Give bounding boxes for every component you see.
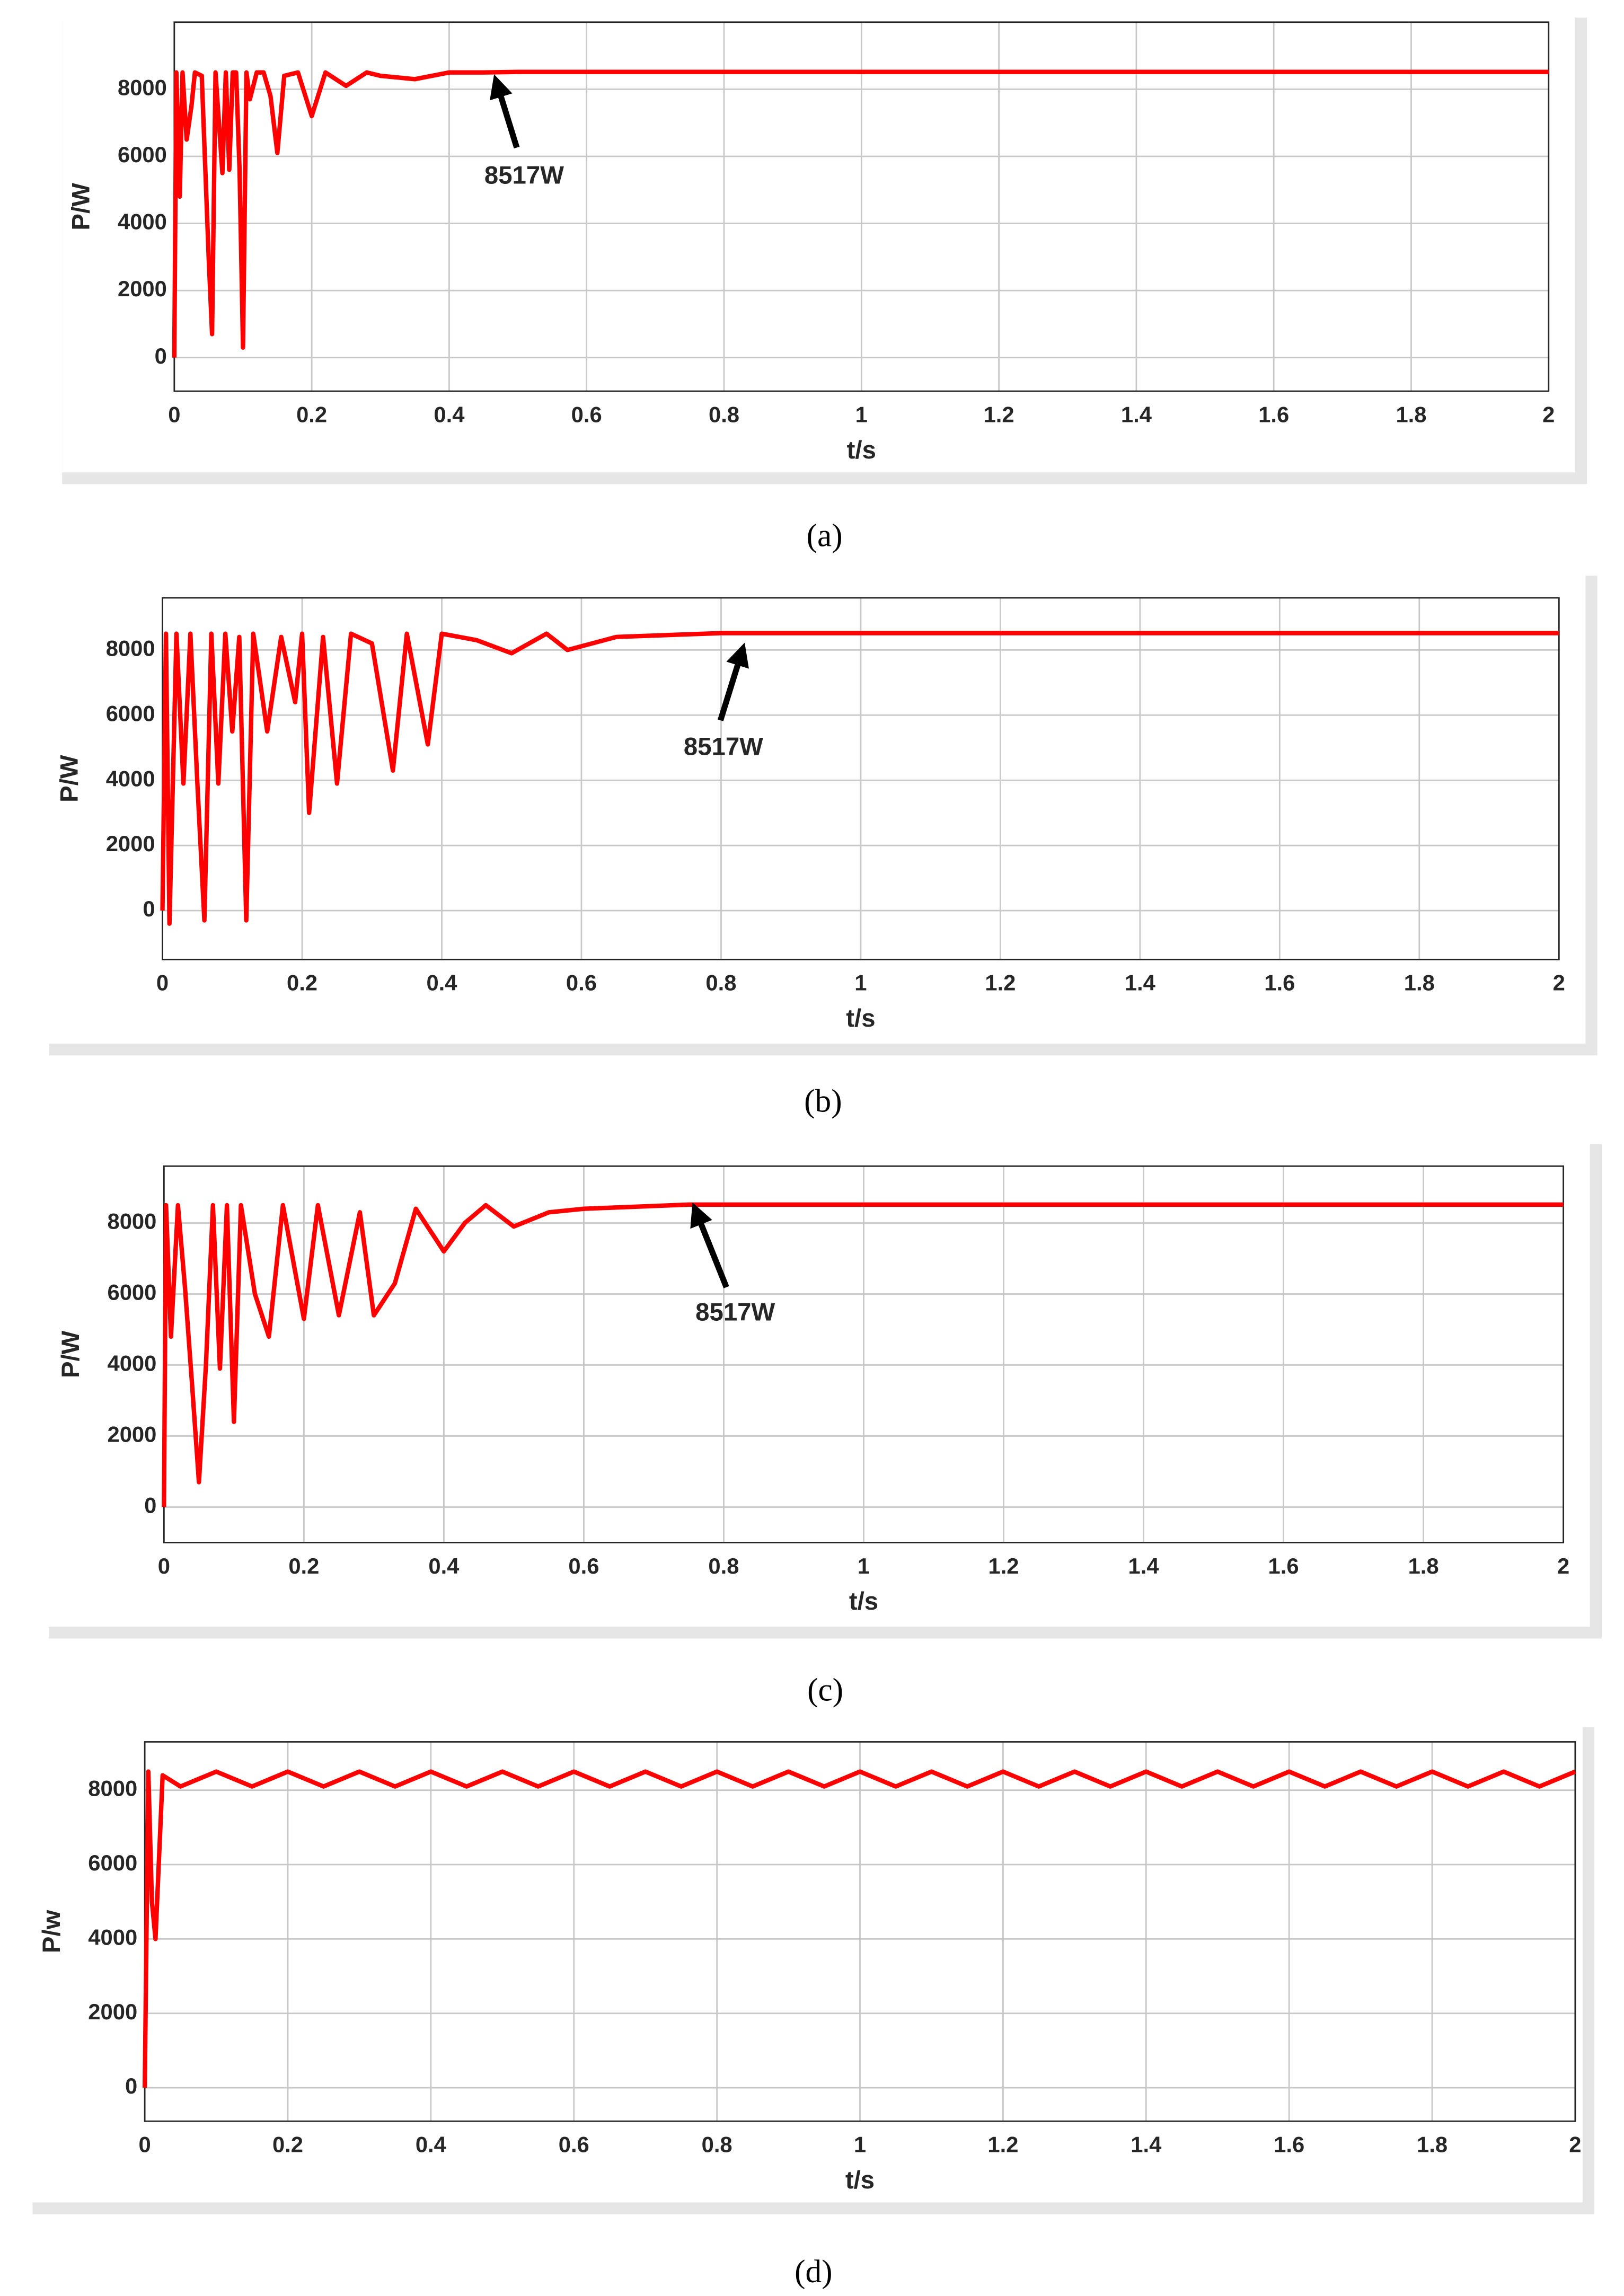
y-tick-label: 4000 — [107, 1350, 156, 1375]
x-tick-label: 1.6 — [1258, 402, 1289, 427]
x-tick-label: 0 — [156, 970, 169, 995]
data-line — [172, 69, 1549, 358]
x-tick-label: 0.6 — [566, 970, 597, 995]
x-tick-label: 1 — [854, 970, 867, 995]
x-tick-label: 1.4 — [1128, 1553, 1159, 1578]
x-tick-label: 2 — [1569, 2132, 1581, 2157]
x-tick-label: 0.8 — [708, 1553, 739, 1578]
annotation: 8517W — [484, 162, 564, 190]
annotation-arrow — [690, 1202, 729, 1288]
y-tick-label: 2000 — [106, 831, 155, 856]
x-tick-label: 1 — [858, 1553, 870, 1578]
caption: (b) — [804, 1083, 842, 1119]
x-tick-label: 0.8 — [702, 2132, 732, 2157]
annotation-arrow — [490, 74, 520, 149]
x-tick-label: 0.4 — [428, 1553, 459, 1578]
y-axis-label: P/W — [57, 1330, 85, 1378]
y-tick-label: 4000 — [118, 209, 167, 234]
x-tick-label: 2 — [1557, 1553, 1569, 1578]
x-tick-label: 1.6 — [1264, 970, 1295, 995]
x-tick-label: 1.2 — [984, 402, 1014, 427]
x-tick-label: 1.4 — [1125, 970, 1155, 995]
x-tick-label: 0.2 — [287, 970, 317, 995]
x-tick-label: 0.2 — [288, 1553, 319, 1578]
y-tick-label: 8000 — [107, 1208, 156, 1233]
data-line — [160, 631, 1559, 926]
annotation: 8517W — [684, 733, 763, 761]
x-tick-label: 0.6 — [571, 402, 602, 427]
y-tick-label: 2000 — [118, 276, 167, 301]
y-tick-label: 8000 — [106, 635, 155, 660]
y-tick-label: 6000 — [107, 1279, 156, 1304]
y-tick-label: 8000 — [88, 1776, 137, 1801]
x-tick-label: 1 — [854, 2132, 866, 2157]
y-tick-label: 2000 — [107, 1421, 156, 1446]
y-tick-label: 6000 — [118, 142, 167, 167]
x-tick-label: 1.2 — [985, 970, 1016, 995]
y-tick-label: 0 — [125, 2073, 137, 2098]
data-line — [142, 1769, 1576, 2088]
annotation: 8517W — [695, 1298, 775, 1326]
x-tick-label: 1.8 — [1396, 402, 1426, 427]
x-tick-label: 2 — [1542, 402, 1555, 427]
annotation-arrow — [718, 642, 749, 721]
x-tick-label: 0.2 — [296, 402, 327, 427]
x-tick-label: 0.4 — [426, 970, 457, 995]
y-axis-label: P/W — [67, 183, 95, 231]
x-axis-label: t/s — [846, 1004, 875, 1032]
x-tick-label: 1.4 — [1131, 2132, 1161, 2157]
x-tick-label: 1.6 — [1268, 1553, 1299, 1578]
y-axis-label: P/W — [55, 755, 83, 802]
y-tick-label: 4000 — [106, 766, 155, 791]
x-tick-label: 1.8 — [1404, 970, 1435, 995]
x-tick-label: 0.8 — [709, 402, 739, 427]
x-tick-label: 0.6 — [559, 2132, 589, 2157]
x-axis-label: t/s — [845, 2166, 875, 2194]
x-tick-label: 0.4 — [434, 402, 464, 427]
x-tick-label: 1 — [855, 402, 868, 427]
x-tick-label: 0 — [158, 1553, 170, 1578]
x-tick-label: 1.4 — [1121, 402, 1152, 427]
y-tick-label: 0 — [155, 343, 167, 368]
x-tick-label: 0.8 — [705, 970, 736, 995]
y-tick-label: 0 — [144, 1493, 156, 1517]
caption: (c) — [807, 1672, 843, 1708]
x-tick-label: 1.8 — [1408, 1553, 1439, 1578]
x-tick-label: 0.6 — [568, 1553, 599, 1578]
x-tick-label: 1.8 — [1417, 2132, 1448, 2157]
x-tick-label: 0.4 — [416, 2132, 446, 2157]
y-axis-label: P/w — [38, 1910, 66, 1953]
x-axis-label: t/s — [847, 436, 876, 464]
y-tick-label: 2000 — [88, 1999, 137, 2024]
caption: (d) — [795, 2254, 832, 2290]
data-line — [162, 1202, 1564, 1507]
x-tick-label: 0 — [168, 402, 180, 427]
y-tick-label: 0 — [143, 896, 155, 921]
x-tick-label: 0 — [139, 2132, 151, 2157]
x-tick-label: 2 — [1553, 970, 1565, 995]
y-tick-label: 6000 — [106, 701, 155, 726]
y-tick-label: 4000 — [88, 1924, 137, 1949]
y-tick-label: 8000 — [118, 75, 167, 100]
x-tick-label: 1.2 — [987, 2132, 1018, 2157]
x-tick-label: 0.2 — [272, 2132, 303, 2157]
x-tick-label: 1.2 — [988, 1553, 1019, 1578]
y-tick-label: 6000 — [88, 1850, 137, 1875]
caption: (a) — [807, 518, 843, 554]
x-axis-label: t/s — [849, 1587, 878, 1615]
x-tick-label: 1.6 — [1274, 2132, 1304, 2157]
